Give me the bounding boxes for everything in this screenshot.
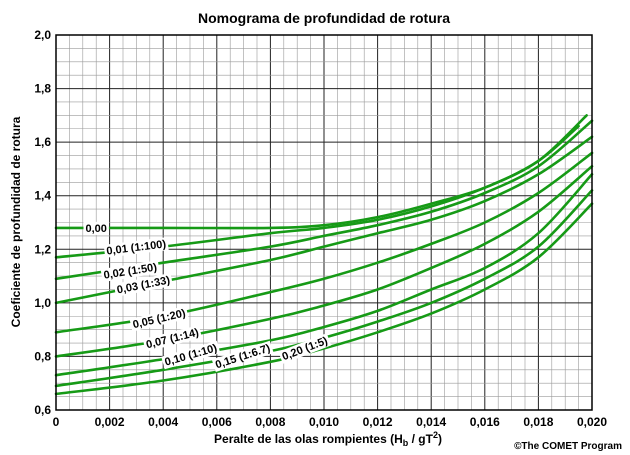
curve-label-bg: [278, 333, 332, 364]
curve-label-text: 0,00: [86, 223, 107, 235]
y-tick-label: 1,6: [34, 135, 51, 149]
credit-text: ©The COMET Program: [514, 441, 622, 452]
series-line-7: [54, 189, 594, 388]
curve-label-bg: [113, 273, 173, 297]
curve-label-bg: [161, 340, 221, 370]
x-tick-label: 0,002: [95, 415, 125, 429]
grid: [56, 35, 592, 410]
curve-labels: 0,000,01 (1:100)0,02 (1:50)0,03 (1:33)0,…: [83, 221, 332, 372]
curve-label-bg: [103, 237, 169, 258]
x-tick-label: 0,020: [577, 415, 607, 429]
x-tick-label: 0,008: [255, 415, 285, 429]
y-tick-label: 0,6: [34, 403, 51, 417]
series-line-8: [54, 202, 594, 396]
y-tick-label: 2,0: [34, 28, 51, 42]
x-tick-label: 0,018: [523, 415, 553, 429]
x-axis-label: Peralte de las olas rompientes (Hb / gT2…: [214, 430, 442, 448]
x-axis-ticks: 0 0,002 0,004 0,006 0,008 0,010 0,012 0,014 0,01…: [53, 415, 608, 429]
x-tick-label: 0: [53, 415, 60, 429]
x-tick-label: 0,014: [416, 415, 446, 429]
x-axis-label-mid: / gT: [408, 432, 433, 446]
x-tick-label: 0,010: [309, 415, 339, 429]
x-axis-label-end: ): [438, 432, 442, 446]
chart-title: Nomograma de profundidad de rotura: [198, 10, 450, 26]
series-line-2: [54, 119, 594, 281]
curve-label-0: 0,00: [83, 221, 109, 235]
curve-label-bg: [211, 340, 274, 372]
y-tick-label: 0,8: [34, 349, 51, 363]
y-tick-label: 1,8: [34, 82, 51, 96]
y-tick-label: 1,4: [34, 189, 51, 203]
x-tick-label: 0,004: [148, 415, 178, 429]
series-line-1: [54, 114, 588, 259]
x-tick-label: 0,006: [202, 415, 232, 429]
x-tick-label: 0,016: [470, 415, 500, 429]
y-tick-label: 1,0: [34, 296, 51, 310]
x-axis-label-main: Peralte de las olas rompientes (H: [214, 432, 403, 446]
x-axis-label-sub: b: [403, 438, 409, 448]
curve-label-bg: [83, 221, 109, 235]
x-tick-label: 0,012: [363, 415, 393, 429]
y-axis-ticks: 0,6 0,8 1,0 1,2 1,4 1,6 1,8 2,0: [34, 28, 51, 417]
y-axis-label: Coeficiente de profundidad de rotura: [9, 116, 23, 327]
x-axis-label-sup: 2: [433, 430, 438, 440]
curve-label-bg: [100, 260, 160, 283]
y-tick-label: 1,2: [34, 242, 51, 256]
curve-label-bg: [129, 306, 189, 332]
curve-label-bg: [142, 325, 202, 352]
plot-frame: [55, 34, 593, 411]
